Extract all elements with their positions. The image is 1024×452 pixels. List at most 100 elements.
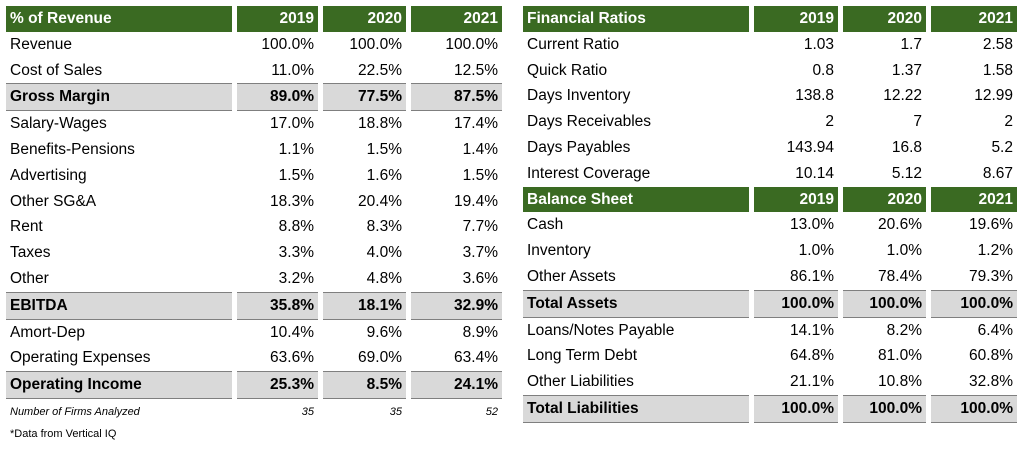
table-row: Operating Income 25.3% 8.5% 24.1%: [6, 371, 502, 399]
row-value-v3: 2: [1004, 113, 1013, 131]
row-label: Days Payables: [527, 138, 631, 156]
row-value-v1: 100.0%: [754, 394, 838, 423]
firms-analyzed-row: Number of Firms Analyzed 35 35 52: [6, 398, 502, 425]
row-value-v3: 32.8%: [969, 373, 1013, 391]
row-label: Operating Expenses: [10, 349, 151, 367]
row-value-v2: 1.7: [900, 35, 922, 53]
row-value-v1: 11.0%: [271, 61, 314, 79]
row-label: Salary-Wages: [10, 115, 107, 133]
row-value-v2: 10.8%: [878, 373, 922, 391]
row-value-v3: 1.58: [982, 61, 1013, 79]
row-value-v2: 22.5%: [358, 61, 402, 79]
table-row: EBITDA 35.8% 18.1% 32.9%: [6, 291, 502, 320]
row-value-v3: 12.99: [974, 87, 1013, 105]
row-value-v1: 1.0%: [798, 242, 834, 260]
row-value-v1: 3.3%: [278, 244, 314, 262]
row-value-v1: 17.0%: [270, 115, 314, 133]
table-row: Total Liabilities 100.0% 100.0% 100.0%: [523, 394, 1017, 423]
table-row: Amort-Dep 10.4% 9.6% 8.9%: [6, 319, 502, 345]
row-label: Number of Firms Analyzed: [10, 405, 140, 418]
row-value-v3: 2.58: [982, 35, 1013, 53]
row-value-v1: 35.8%: [237, 291, 318, 320]
row-value-v2: 4.8%: [366, 269, 402, 287]
row-value-v3: 100.0%: [445, 35, 498, 53]
row-value-v1: 35: [301, 405, 314, 418]
row-value-v3: 19.4%: [454, 192, 498, 210]
row-label: Interest Coverage: [527, 164, 651, 182]
row-label: Balance Sheet: [523, 186, 749, 213]
row-label: Financial Ratios: [523, 6, 749, 32]
row-value-v3: 24.1%: [411, 371, 502, 399]
row-value-y1: 2019: [754, 186, 838, 213]
table-row: Benefits-Pensions 1.1% 1.5% 1.4%: [6, 137, 502, 163]
row-value-v1: 10.4%: [270, 323, 314, 341]
table-row: Inventory 1.0% 1.0% 1.2%: [523, 238, 1017, 264]
row-value-v1: 14.1%: [790, 321, 834, 339]
row-label: EBITDA: [6, 291, 232, 320]
row-value-v1: 64.8%: [790, 347, 834, 365]
row-value-y1: 2019: [754, 6, 838, 32]
row-label: Long Term Debt: [527, 347, 637, 365]
row-value-v1: 8.8%: [278, 218, 314, 236]
row-value-v1: 21.1%: [790, 373, 834, 391]
table-row: Operating Expenses 63.6% 69.0% 63.4%: [6, 345, 502, 371]
row-value-v1: 2: [825, 113, 834, 131]
table-row: Other 3.2% 4.8% 3.6%: [6, 266, 502, 292]
revenue-table-header: % of Revenue 2019 2020 2021: [6, 6, 502, 32]
row-label: Operating Income: [6, 371, 232, 399]
row-value-v2: 16.8: [891, 138, 922, 156]
table-row: Salary-Wages 17.0% 18.8% 17.4%: [6, 111, 502, 137]
row-value-v3: 3.7%: [462, 244, 498, 262]
row-value-v1: 3.2%: [278, 269, 314, 287]
row-value-y1: 2019: [237, 6, 318, 32]
row-value-v2: 1.0%: [886, 242, 922, 260]
row-value-v3: 32.9%: [411, 291, 502, 320]
row-label: Current Ratio: [527, 35, 620, 53]
row-value-v2: 20.6%: [878, 216, 922, 234]
row-value-v2: 20.4%: [358, 192, 402, 210]
row-value-v1: 89.0%: [237, 83, 318, 112]
ratios-balance-table: Financial Ratios 2019 2020 2021 Current Rati…: [523, 6, 1017, 423]
row-label: Cash: [527, 216, 564, 234]
row-value-v1: 138.8: [795, 87, 834, 105]
row-value-y2: 2020: [323, 6, 406, 32]
row-value-v1: 18.3%: [270, 192, 314, 210]
row-value-v2: 7: [913, 113, 922, 131]
row-value-v3: 1.2%: [977, 242, 1013, 260]
table-row: Other SG&A 18.3% 20.4% 19.4%: [6, 189, 502, 215]
table-row: Days Payables 143.94 16.8 5.2: [523, 135, 1017, 161]
row-value-v3: 7.7%: [462, 218, 498, 236]
row-value-v3: 60.8%: [969, 347, 1013, 365]
row-value-v2: 1.5%: [366, 140, 402, 158]
row-value-v1: 25.3%: [237, 371, 318, 399]
table-row: Interest Coverage 10.14 5.12 8.67: [523, 161, 1017, 187]
row-label: Gross Margin: [6, 83, 232, 112]
row-value-v1: 100.0%: [754, 289, 838, 318]
row-label: Revenue: [10, 35, 73, 53]
row-label: Total Assets: [523, 289, 749, 318]
row-value-v3: 12.5%: [454, 61, 498, 79]
row-value-v3: 87.5%: [411, 83, 502, 112]
row-label: Inventory: [527, 242, 591, 260]
table-row: Quick Ratio 0.8 1.37 1.58: [523, 58, 1017, 84]
row-label: Loans/Notes Payable: [527, 321, 675, 339]
row-value-v3: 1.5%: [462, 166, 498, 184]
table-row: Current Ratio 1.03 1.7 2.58: [523, 32, 1017, 58]
row-value-v3: 3.6%: [462, 269, 498, 287]
row-value-v2: 5.12: [891, 164, 922, 182]
row-value-v2: 1.6%: [366, 166, 402, 184]
row-value-v1: 1.03: [803, 35, 834, 53]
row-value-v2: 100.0%: [349, 35, 402, 53]
row-value-y3: 2021: [931, 6, 1017, 32]
row-value-y3: 2021: [411, 6, 502, 32]
row-value-v2: 35: [389, 405, 402, 418]
row-value-v2: 8.5%: [323, 371, 406, 399]
row-value-v2: 100.0%: [843, 394, 926, 423]
row-value-v2: 78.4%: [878, 267, 922, 285]
row-value-v2: 81.0%: [878, 347, 922, 365]
row-label: Taxes: [10, 244, 51, 262]
row-value-v3: 6.4%: [977, 321, 1013, 339]
table-row: Days Inventory 138.8 12.22 12.99: [523, 83, 1017, 109]
row-label: Other Assets: [527, 267, 616, 285]
row-label: Quick Ratio: [527, 61, 608, 79]
